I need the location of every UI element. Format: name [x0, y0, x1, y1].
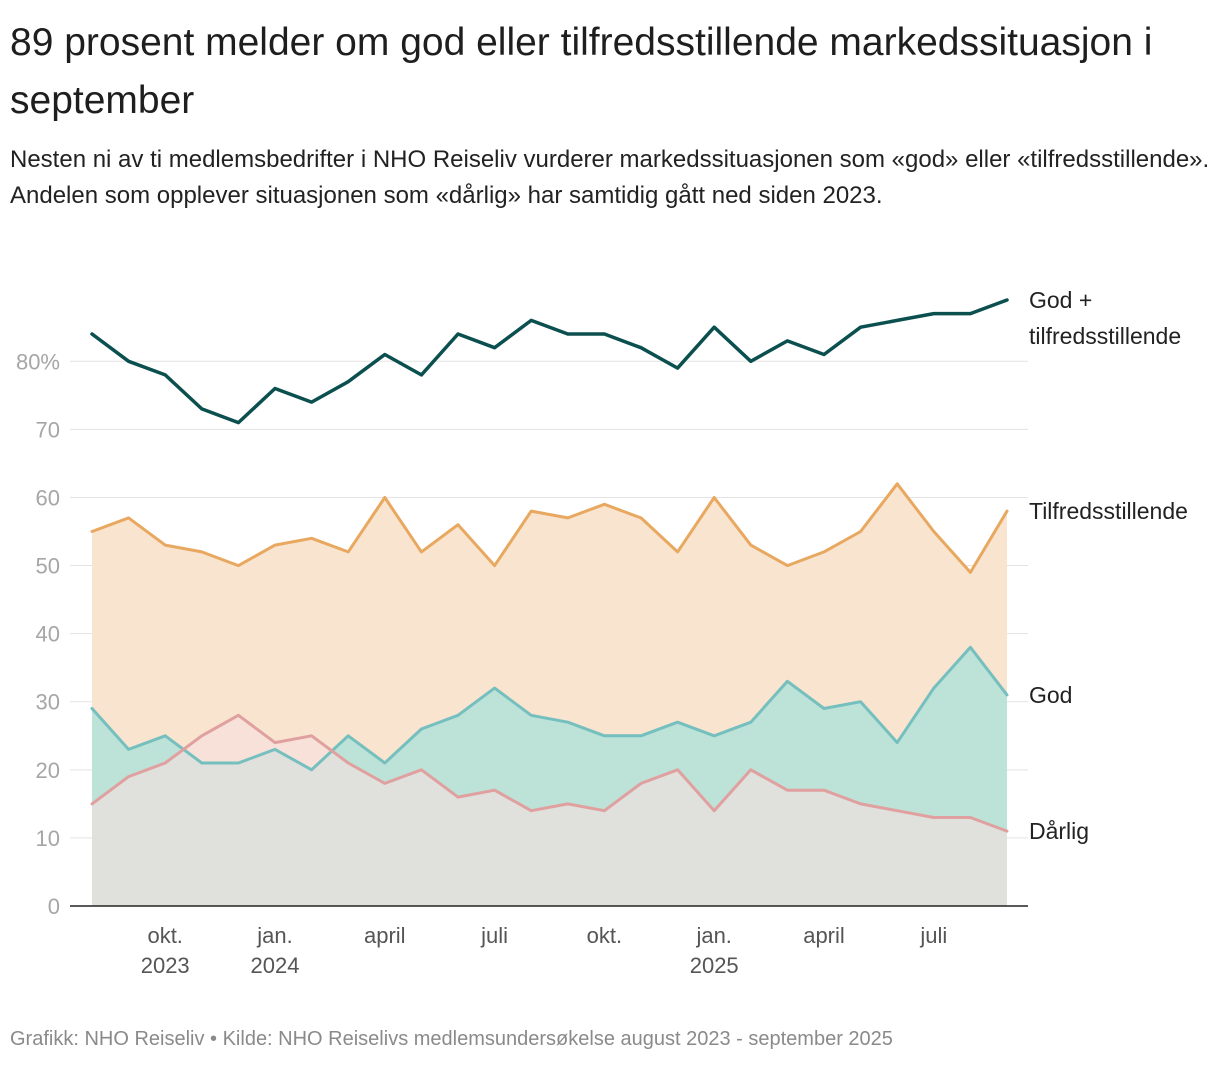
series-lines [90, 298, 1009, 833]
x-tick-label: juli [480, 923, 508, 948]
x-tick-label: juli [919, 923, 947, 948]
y-tick-label: 10 [36, 826, 60, 851]
area-fills [92, 483, 1007, 906]
series-line-4 [90, 298, 1009, 425]
series-line-2 [90, 645, 1009, 772]
series-line-3 [90, 713, 1009, 833]
x-tick-label: okt. [147, 923, 182, 948]
y-tick-label: 0 [48, 894, 60, 919]
y-tick-label: 50 [36, 554, 60, 579]
y-tick-label: 40 [36, 622, 60, 647]
chart-subtitle: Nesten ni av ti medlemsbedrifter i NHO R… [10, 146, 1210, 209]
series-label-4: God + [1029, 287, 1092, 313]
y-tick-label: 20 [36, 758, 60, 783]
source-footer: Grafikk: NHO Reiseliv • Kilde: NHO Reise… [10, 1028, 893, 1050]
chart-title: 89 prosent melder om god eller tilfredss… [10, 21, 1153, 122]
y-tick-label: 60 [36, 485, 60, 510]
series-labels: Tilfredsstillende God Dårlig God + tilfredss… [1029, 287, 1188, 844]
series-label-1: Tilfredsstillende [1029, 498, 1188, 524]
x-tick-year-label: 2024 [251, 953, 300, 978]
series-line-1 [90, 482, 1009, 574]
series-label-4: tilfredsstillende [1029, 323, 1181, 349]
y-tick-label: 80% [16, 349, 60, 374]
series-label-2: God [1029, 682, 1072, 708]
x-tick-label: april [803, 923, 845, 948]
x-tick-label: april [364, 923, 406, 948]
x-tick-year-label: 2023 [141, 953, 190, 978]
y-tick-label: 30 [36, 690, 60, 715]
x-tick-year-label: 2025 [690, 953, 739, 978]
axes: 0 10 20 30 40 50 60 70 80% okt. 2023 jan. 2024 april j… [16, 349, 1028, 978]
y-tick-label: 70 [36, 417, 60, 442]
series-label-3: Dårlig [1029, 818, 1089, 844]
x-tick-label: okt. [587, 923, 622, 948]
x-tick-label: jan. [695, 923, 731, 948]
x-tick-label: jan. [256, 923, 292, 948]
